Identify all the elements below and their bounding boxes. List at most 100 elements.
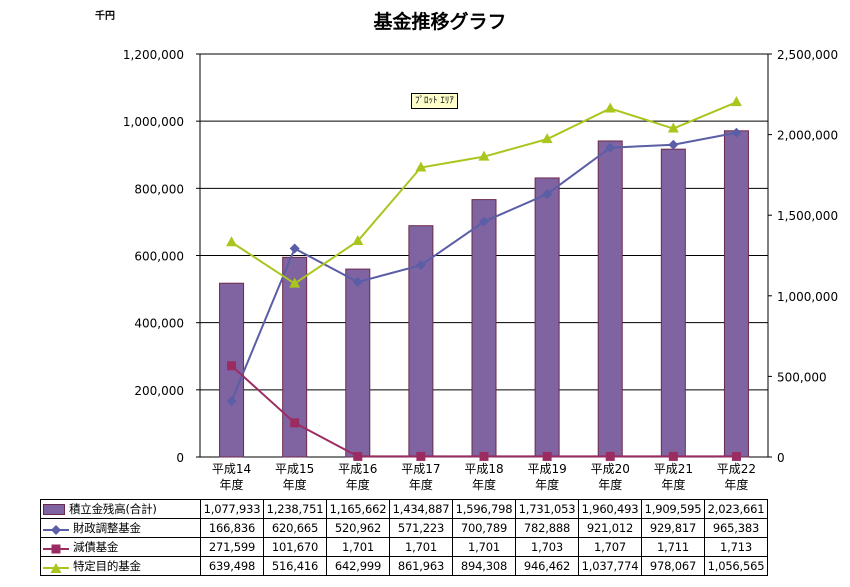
- table-cell: 271,599: [200, 537, 264, 557]
- y-tick-label: 0: [176, 451, 184, 465]
- point-marker: [352, 277, 363, 288]
- table-cell: 1,434,887: [389, 499, 453, 519]
- x-tick-label: 平成17: [401, 462, 440, 476]
- table-cell: 520,962: [326, 518, 390, 538]
- x-tick-label: 年度: [535, 477, 559, 492]
- y-tick-label: 400,000: [134, 317, 184, 331]
- legend-entry: 特定目的基金: [40, 556, 201, 576]
- x-tick-label: 年度: [661, 477, 685, 492]
- table-cell: 1,077,933: [200, 499, 264, 519]
- x-tick-label: 年度: [220, 477, 244, 492]
- bar: [471, 199, 497, 458]
- point-marker: [542, 451, 552, 461]
- table-cell: 1,909,595: [641, 499, 705, 519]
- legend-key: [43, 562, 69, 573]
- bar: [345, 268, 371, 458]
- x-tick-label: 平成22: [717, 462, 756, 476]
- point-marker: [478, 150, 490, 161]
- point-marker: [668, 451, 678, 461]
- point-marker: [542, 189, 553, 200]
- point-marker: [226, 395, 237, 406]
- table-cell: 1,707: [578, 537, 642, 557]
- point-marker: [605, 142, 616, 153]
- table-cell: 861,963: [389, 556, 453, 576]
- x-tick-label: 年度: [724, 477, 748, 492]
- point-marker: [730, 96, 742, 107]
- table-cell: 929,817: [641, 518, 705, 538]
- y-tick-label: 800,000: [134, 182, 184, 196]
- x-tick-label: 平成16: [338, 462, 377, 476]
- table-cell: 571,223: [389, 518, 453, 538]
- table-cell: 700,789: [452, 518, 516, 538]
- table-cell: 1,703: [515, 537, 579, 557]
- x-tick-label: 平成19: [527, 462, 566, 476]
- legend-entry: 減債基金: [40, 537, 201, 557]
- table-cell: 965,383: [704, 518, 768, 538]
- x-tick-label: 平成20: [591, 462, 630, 476]
- table-row: 減債基金 271,599 101,670 1,701 1,701 1,701 1,703 1,…: [40, 537, 768, 557]
- table-cell: 1,596,798: [452, 499, 516, 519]
- point-marker: [289, 277, 301, 288]
- table-cell: 1,731,053: [515, 499, 579, 519]
- legend-entry: 積立金残高(合計): [40, 499, 201, 519]
- point-marker: [416, 451, 426, 461]
- y2-tick-label: 1,500,000: [777, 209, 838, 223]
- x-tick-label: 平成21: [654, 462, 693, 476]
- table-cell: 101,670: [263, 537, 327, 557]
- x-tick-label: 平成18: [464, 462, 503, 476]
- bar: [723, 130, 749, 458]
- table-cell: 166,836: [200, 518, 264, 538]
- point-marker: [289, 243, 300, 254]
- legend-entry: 財政調整基金: [40, 518, 201, 538]
- x-tick-label: 年度: [346, 477, 370, 492]
- table-cell: 782,888: [515, 518, 579, 538]
- bar: [597, 140, 623, 458]
- x-tick-label: 年度: [472, 477, 496, 492]
- legend-key: [43, 543, 69, 553]
- plot-area-tag: ﾌﾟﾛｯﾄ ｴﾘｱ: [411, 93, 458, 109]
- table-cell: 639,498: [200, 556, 264, 576]
- x-tick-label: 年度: [598, 477, 622, 492]
- y-tick-label: 1,000,000: [123, 115, 184, 129]
- point-marker: [227, 361, 237, 371]
- table-cell: 1,711: [641, 537, 705, 557]
- point-marker: [415, 161, 427, 172]
- point-marker: [415, 260, 426, 271]
- point-marker: [604, 102, 616, 113]
- point-marker: [479, 451, 489, 461]
- table-cell: 516,416: [263, 556, 327, 576]
- table-cell: 978,067: [641, 556, 705, 576]
- point-marker: [541, 133, 553, 144]
- table-cell: 1,701: [452, 537, 516, 557]
- table-cell: 894,308: [452, 556, 516, 576]
- point-marker: [667, 122, 679, 133]
- point-marker: [479, 216, 489, 227]
- bar: [660, 148, 686, 458]
- y2-tick-label: 1,000,000: [777, 290, 838, 304]
- point-marker: [353, 451, 363, 461]
- point-marker: [226, 236, 238, 247]
- x-tick-label: 年度: [283, 477, 307, 492]
- series-name: 財政調整基金: [73, 521, 141, 535]
- data-table: 積立金残高(合計) 1,077,933 1,238,751 1,165,662 1,43…: [40, 499, 768, 576]
- x-tick-label: 平成14: [212, 462, 251, 476]
- table-cell: 1,056,565: [704, 556, 768, 576]
- series-name: 減債基金: [73, 540, 119, 554]
- unit-label: 千円: [95, 9, 115, 22]
- point-marker: [731, 127, 742, 138]
- table-row: 積立金残高(合計) 1,077,933 1,238,751 1,165,662 1,43…: [40, 499, 768, 519]
- y2-tick-label: 2,000,000: [777, 129, 838, 143]
- table-cell: 946,462: [515, 556, 579, 576]
- point-marker: [290, 418, 300, 428]
- series-name: 特定目的基金: [73, 559, 141, 573]
- y-tick-label: 1,200,000: [123, 48, 184, 62]
- table-cell: 1,037,774: [578, 556, 642, 576]
- legend-swatch: [43, 504, 65, 515]
- table-row: 特定目的基金 639,498 516,416 642,999 861,963 894,30…: [40, 556, 768, 576]
- point-marker: [668, 139, 679, 150]
- table-cell: 1,165,662: [326, 499, 390, 519]
- table-cell: 1,960,493: [578, 499, 642, 519]
- y2-tick-label: 0: [777, 451, 785, 465]
- y2-tick-label: 500,000: [777, 370, 827, 384]
- legend-key: [43, 524, 69, 535]
